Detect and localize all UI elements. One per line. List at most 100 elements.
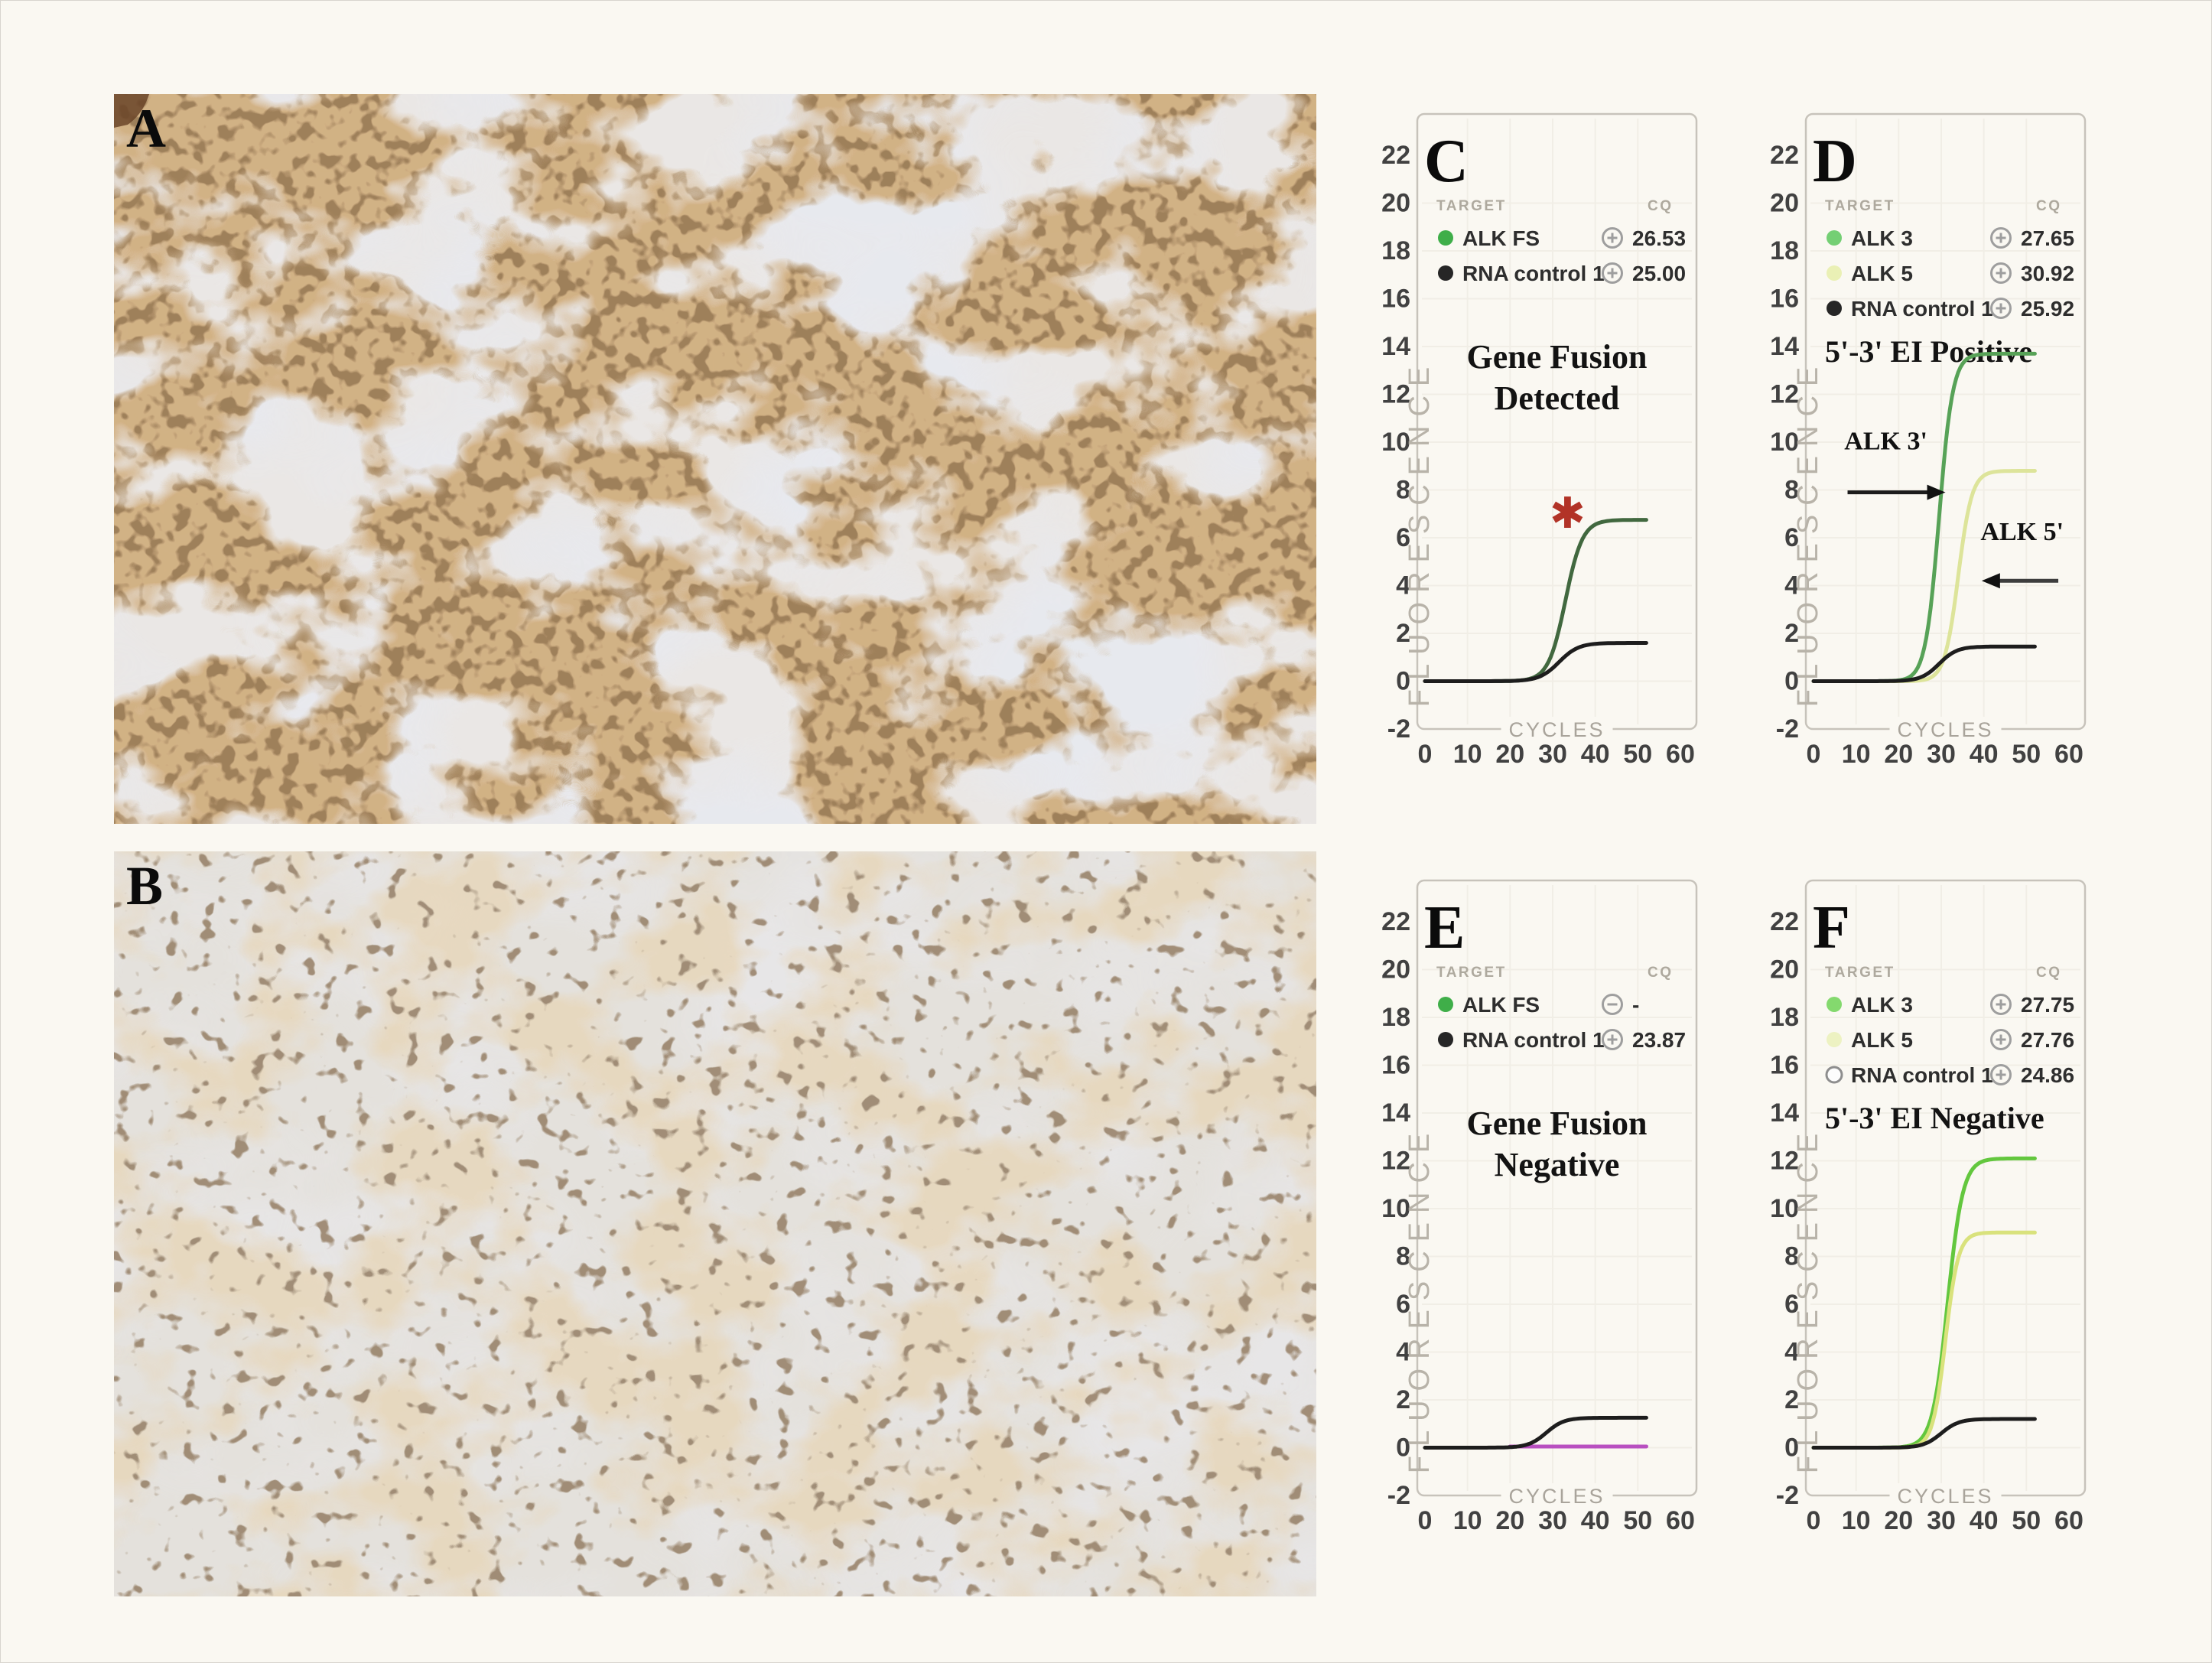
cycles-axis-label: CYCLES	[1897, 1485, 1993, 1508]
svg-text:60: 60	[2054, 740, 2084, 769]
cq-value: 26.53	[1632, 226, 1686, 250]
amplification-curve-alk-5	[1811, 1230, 2037, 1450]
svg-text:20: 20	[1495, 740, 1524, 769]
fluorescence-axis-label: FLUORESCENCE	[1404, 358, 1436, 708]
target-color-dot	[1827, 1032, 1842, 1047]
svg-text:30: 30	[1927, 740, 1956, 769]
svg-text:0: 0	[1807, 740, 1821, 769]
svg-text:12: 12	[1770, 1147, 1799, 1176]
panel-letter-D: D	[1813, 128, 1857, 195]
svg-text:14: 14	[1381, 1098, 1410, 1128]
panel-label-b: B	[126, 855, 164, 916]
svg-text:6: 6	[1784, 1290, 1799, 1319]
svg-text:-2: -2	[1387, 714, 1410, 744]
svg-text:4: 4	[1784, 1338, 1799, 1367]
result-caption: Gene Fusion Negative	[1467, 1105, 1648, 1183]
result-caption: 5'-3' EI Negative	[1825, 1101, 2044, 1135]
svg-text:12: 12	[1381, 1147, 1410, 1176]
svg-text:60: 60	[1666, 1506, 1695, 1535]
svg-text:18: 18	[1770, 1003, 1799, 1032]
svg-text:0: 0	[1784, 1434, 1799, 1463]
svg-text:2: 2	[1396, 1385, 1410, 1414]
legend-row-2: ALK 5 27.76	[1827, 1028, 2074, 1052]
fluorescence-axis-label: FLUORESCENCE	[1404, 1124, 1436, 1474]
status-minus-icon	[1602, 994, 1623, 1015]
legend-row-2: RNA control 1 25.00	[1438, 262, 1686, 285]
cq-value: 30.92	[2021, 262, 2074, 285]
svg-text:60: 60	[1666, 740, 1695, 769]
svg-text:30: 30	[1538, 740, 1567, 769]
svg-text:22: 22	[1381, 907, 1410, 936]
svg-text:16: 16	[1381, 1051, 1410, 1080]
svg-text:30: 30	[1927, 1506, 1956, 1535]
amplification-curve-rna-control-1	[1423, 641, 1648, 683]
cq-value: 27.76	[2021, 1028, 2074, 1052]
legend-row-1: ALK 3 27.65	[1827, 226, 2074, 250]
amplification-curve-alk-fs	[1423, 518, 1648, 683]
target-color-dot	[1438, 1032, 1453, 1047]
svg-text:20: 20	[1884, 1506, 1913, 1535]
result-caption: 5'-3' EI Positive	[1825, 334, 2032, 369]
x-axis-ticks: 0 10 20 30 40 50 60	[1418, 740, 1695, 769]
svg-text:12: 12	[1381, 380, 1410, 409]
svg-text:22: 22	[1381, 141, 1410, 170]
svg-text:20: 20	[1495, 1506, 1524, 1535]
svg-text:14: 14	[1770, 1098, 1799, 1128]
series-name: RNA control 1	[1851, 297, 1993, 321]
tissue-stain-b	[114, 851, 1316, 1596]
qpcr-panel-f: 22 20 18 16 14 12 10 8 6 4 2 0 -2 0 10 20 30 40 50 60 FLUORE…	[1764, 874, 2093, 1547]
status-plus-icon	[1602, 262, 1623, 284]
svg-text:4: 4	[1784, 571, 1799, 600]
svg-text:50: 50	[1623, 740, 1652, 769]
x-axis-ticks: 0 10 20 30 40 50 60	[1807, 1506, 2084, 1535]
histology-image-b	[114, 851, 1316, 1596]
svg-text:6: 6	[1784, 523, 1799, 552]
cq-value: 25.92	[2021, 297, 2074, 321]
target-color-dot	[1438, 265, 1453, 281]
legend: TARGET CQ ALK FS 26.53 RNA control 1 25.00	[1436, 198, 1686, 285]
svg-text:10: 10	[1842, 740, 1871, 769]
svg-text:5'-3' EI Positive: 5'-3' EI Positive	[1825, 334, 2032, 369]
qpcr-panel-e: 22 20 18 16 14 12 10 8 6 4 2 0 -2 0 10 20 30 40 50 60 FLUORE…	[1375, 874, 1704, 1547]
svg-text:8: 8	[1784, 476, 1799, 505]
legend-header-cq: CQ	[2036, 198, 2062, 214]
svg-text:12: 12	[1770, 380, 1799, 409]
svg-text:8: 8	[1784, 1242, 1799, 1271]
legend-row-2: ALK 5 30.92	[1827, 262, 2074, 285]
svg-text:18: 18	[1770, 236, 1799, 265]
cycles-label-patch	[1889, 717, 2002, 741]
amplification-curve-rna-control-1	[1811, 644, 2037, 683]
legend-header-target: TARGET	[1825, 965, 1895, 981]
svg-text:-2: -2	[1776, 1481, 1799, 1510]
svg-text:Detected: Detected	[1495, 379, 1620, 417]
svg-text:14: 14	[1770, 332, 1799, 361]
cycles-axis-label: CYCLES	[1508, 718, 1605, 741]
cycles-label-patch	[1501, 717, 1613, 741]
svg-text:6: 6	[1396, 523, 1410, 552]
annotation-label: ALK 3'	[1844, 427, 1927, 455]
series-name: RNA control 1	[1462, 1028, 1605, 1052]
x-axis-ticks: 0 10 20 30 40 50 60	[1807, 740, 2084, 769]
svg-text:0: 0	[1396, 1434, 1410, 1463]
target-color-dot	[1438, 997, 1453, 1012]
svg-text:20: 20	[1770, 955, 1799, 984]
legend-row-1: ALK 3 27.75	[1827, 993, 2074, 1017]
svg-text:2: 2	[1784, 1385, 1799, 1414]
svg-text:0: 0	[1807, 1506, 1821, 1535]
cq-value: -	[1632, 993, 1639, 1017]
svg-text:Gene Fusion: Gene Fusion	[1467, 1105, 1648, 1142]
svg-text:10: 10	[1842, 1506, 1871, 1535]
svg-text:40: 40	[1581, 1506, 1610, 1535]
series-name: ALK 3	[1851, 993, 1913, 1017]
svg-text:8: 8	[1396, 476, 1410, 505]
legend-header-target: TARGET	[1825, 198, 1895, 214]
svg-text:0: 0	[1418, 740, 1433, 769]
tissue-stain-a	[114, 94, 1316, 824]
